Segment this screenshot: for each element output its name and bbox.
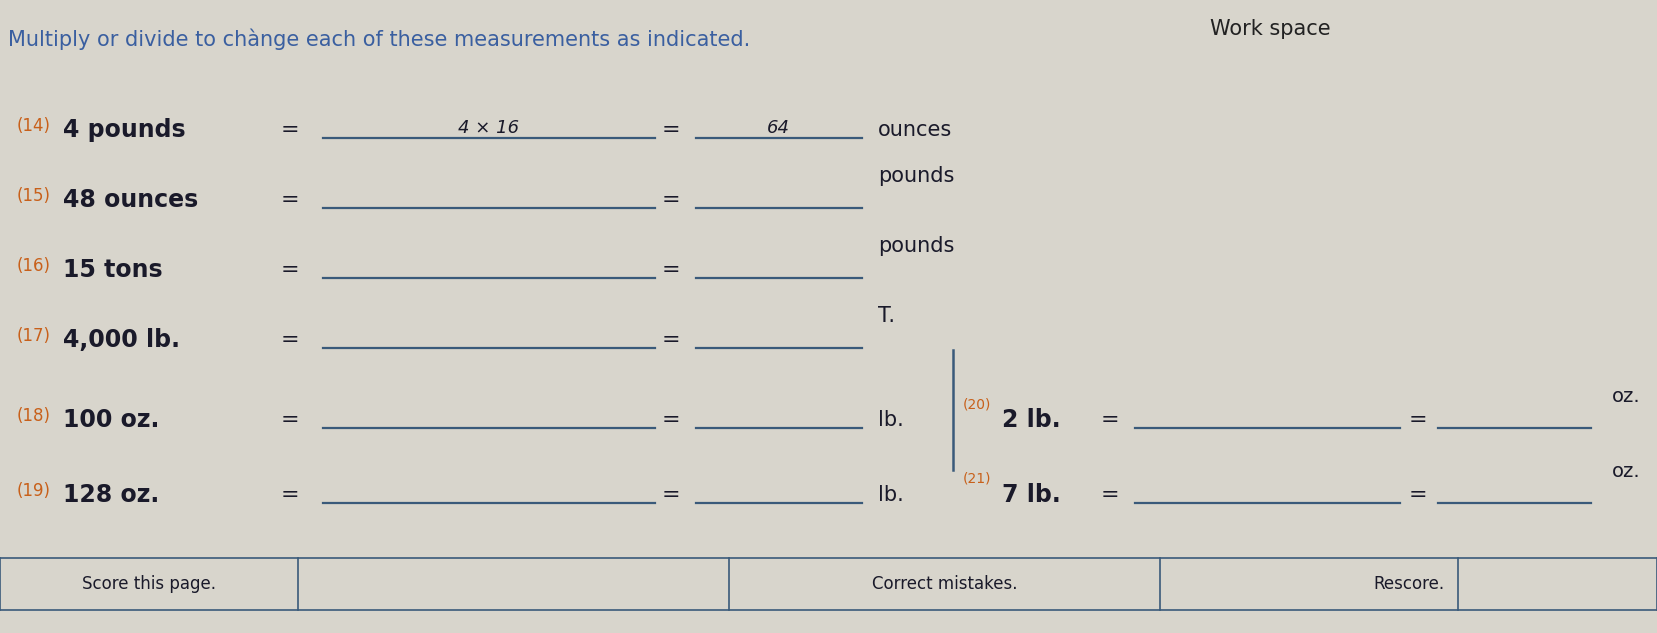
Text: 15 tons: 15 tons	[63, 258, 162, 282]
Text: pounds: pounds	[878, 236, 954, 256]
Text: 2 lb.: 2 lb.	[1002, 408, 1060, 432]
Text: =: =	[1100, 485, 1120, 505]
Text: =: =	[661, 120, 681, 140]
Text: oz.: oz.	[1612, 387, 1640, 406]
Text: =: =	[280, 410, 300, 430]
Text: Score this page.: Score this page.	[83, 575, 215, 593]
Text: (16): (16)	[17, 257, 51, 275]
Text: =: =	[280, 120, 300, 140]
Text: 4,000 lb.: 4,000 lb.	[63, 328, 181, 352]
Text: =: =	[1408, 485, 1428, 505]
Text: Multiply or divide to chànge each of these measurements as indicated.: Multiply or divide to chànge each of the…	[8, 28, 751, 50]
Text: Rescore.: Rescore.	[1374, 575, 1443, 593]
Text: =: =	[280, 260, 300, 280]
Text: lb.: lb.	[878, 410, 905, 430]
Text: 4 × 16: 4 × 16	[459, 119, 519, 137]
Text: =: =	[661, 330, 681, 350]
Text: (19): (19)	[17, 482, 51, 500]
Text: T.: T.	[878, 306, 895, 326]
Text: 4 pounds: 4 pounds	[63, 118, 186, 142]
Text: lb.: lb.	[878, 485, 905, 505]
Text: ounces: ounces	[878, 120, 953, 140]
Text: =: =	[1408, 410, 1428, 430]
Text: (15): (15)	[17, 187, 51, 205]
Text: 48 ounces: 48 ounces	[63, 188, 199, 212]
Text: (18): (18)	[17, 407, 51, 425]
Text: (14): (14)	[17, 117, 51, 135]
Text: =: =	[661, 410, 681, 430]
Text: (17): (17)	[17, 327, 51, 345]
Text: =: =	[1100, 410, 1120, 430]
Text: =: =	[661, 485, 681, 505]
Text: 7 lb.: 7 lb.	[1002, 483, 1060, 507]
Text: (21): (21)	[963, 472, 991, 486]
Text: Correct mistakes.: Correct mistakes.	[872, 575, 1017, 593]
Text: 100 oz.: 100 oz.	[63, 408, 159, 432]
Text: oz.: oz.	[1612, 462, 1640, 481]
Text: =: =	[661, 260, 681, 280]
Text: =: =	[280, 190, 300, 210]
Text: 128 oz.: 128 oz.	[63, 483, 159, 507]
Text: pounds: pounds	[878, 166, 954, 186]
Text: 64: 64	[767, 119, 790, 137]
Text: =: =	[661, 190, 681, 210]
Text: =: =	[280, 330, 300, 350]
Text: Work space: Work space	[1210, 19, 1331, 39]
Text: (20): (20)	[963, 397, 991, 411]
Text: =: =	[280, 485, 300, 505]
